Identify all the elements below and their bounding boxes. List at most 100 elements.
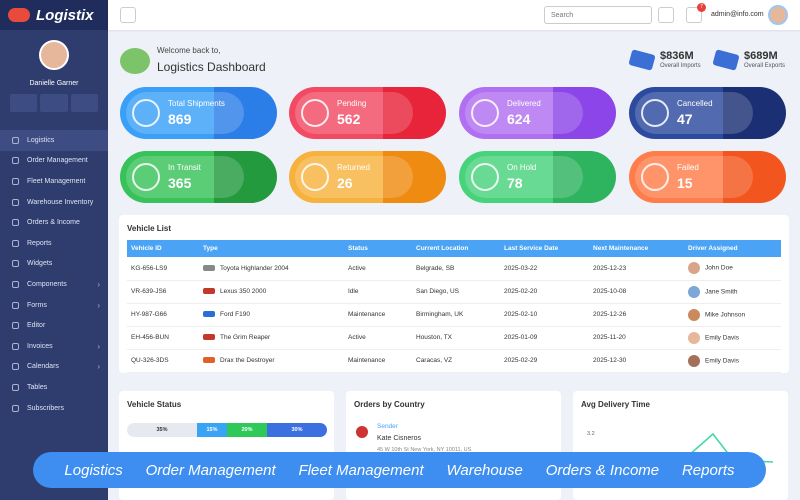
nav-item[interactable]: Components › (0, 274, 108, 295)
table-cell: Ford F190 (199, 303, 344, 327)
nav-item[interactable]: Subscribers (0, 398, 108, 419)
nav-item[interactable]: Order Management (0, 151, 108, 172)
chevron: › (97, 279, 100, 289)
table-cell: HY-987-G66 (127, 303, 199, 327)
status-segment: 15% (197, 423, 227, 437)
nav-item[interactable]: Calendars › (0, 357, 108, 378)
collapse-button[interactable] (120, 7, 136, 23)
vehicle-table: Vehicle ID Type Status Current Location Last… (127, 240, 781, 373)
table-cell: Lexus 350 2000 (199, 280, 344, 304)
nav-item[interactable]: Forms › (0, 295, 108, 316)
apps-button[interactable] (658, 7, 674, 23)
table-cell: Belgrade, SB (412, 257, 500, 281)
nav-list: Logistics Order Management Fleet Managemen… (0, 130, 108, 418)
card-label: Failed (677, 163, 699, 172)
github-button[interactable] (40, 94, 68, 112)
table-cell: 2025-12-23 (589, 257, 684, 281)
vehicle-icon (203, 311, 215, 318)
banner-item[interactable]: Fleet Management (298, 461, 424, 479)
banner-item[interactable]: Reports (681, 461, 735, 479)
nav-item[interactable]: Logistics (0, 130, 108, 151)
stat-card[interactable]: Delivered 624 (459, 87, 616, 139)
table-header: Vehicle ID Type Status Current Location Last… (127, 240, 781, 257)
page-title: Logistics Dashboard (157, 60, 266, 74)
cell-text: VR-639-JS6 (131, 288, 167, 295)
table-cell: John Doe (684, 257, 781, 281)
vehicle-list-panel: Vehicle List Vehicle ID Type Status Current… (119, 215, 789, 373)
cell-text: 2025-12-26 (593, 311, 627, 318)
stat-card[interactable]: Cancelled 47 (629, 87, 786, 139)
table-cell: 2025-11-20 (589, 326, 684, 350)
column-header: Status (344, 240, 412, 257)
nav-label: Warehouse Inventory (27, 198, 94, 206)
nav-icon (12, 177, 19, 185)
cell-text: Maintenance (348, 311, 386, 318)
column-header: Driver Assigned (684, 240, 781, 257)
nav-label: Components (27, 280, 67, 288)
search-box[interactable]: Search (544, 6, 652, 24)
banner-item[interactable]: Logistics (64, 461, 123, 479)
table-body: KG-656-LS9 Toyota Highlander 2004 Active Be… (127, 257, 781, 373)
google-button[interactable] (70, 94, 98, 112)
card-value: 26 (337, 175, 353, 191)
cell-text: 2025-11-20 (593, 334, 626, 341)
nav-icon (12, 136, 19, 144)
stat-card[interactable]: In Transit 365 (120, 151, 277, 203)
nav-item[interactable]: Editor (0, 315, 108, 336)
stat-card[interactable]: Total Shipments 869 (120, 87, 277, 139)
card-label: Pending (337, 99, 367, 108)
cell-text: Caracas, VZ (416, 357, 453, 364)
table-cell: Maintenance (344, 349, 412, 373)
status-bar: 35% 15% 20% 30% (127, 423, 327, 437)
nav-item[interactable]: Fleet Management (0, 171, 108, 192)
nav-item[interactable]: Widgets (0, 254, 108, 275)
cell-text: HY-987-G66 (131, 311, 167, 318)
globe-icon (120, 48, 150, 74)
column-header: Vehicle ID (127, 240, 199, 257)
nav-icon (12, 383, 19, 391)
table-cell: QU-326-3DS (127, 349, 199, 373)
nav-item[interactable]: Warehouse Inventory (0, 192, 108, 213)
notification-button[interactable] (686, 7, 702, 23)
table-row: KG-656-LS9 Toyota Highlander 2004 Active Be… (127, 257, 781, 281)
driver-avatar (688, 354, 700, 367)
segment-label: 30% (291, 427, 303, 433)
user-email: admin@info.com (711, 11, 764, 18)
banner-item[interactable]: Order Management (145, 461, 276, 479)
nav-item[interactable]: Reports (0, 233, 108, 254)
table-cell: Toyota Highlander 2004 (199, 257, 344, 281)
topbar: Search 7 admin@info.com (108, 0, 800, 30)
cell-text: Emily Davis (705, 357, 739, 365)
brand[interactable]: Logistix (0, 0, 108, 30)
card-value: 624 (507, 111, 531, 127)
table-cell: Mike Johnson (684, 303, 781, 327)
status-segment: 30% (267, 423, 327, 437)
nav-icon (12, 260, 19, 268)
nav-item[interactable]: Tables (0, 377, 108, 398)
panel-title: Avg Delivery Time (581, 400, 650, 409)
card-icon (471, 163, 499, 191)
card-icon (301, 163, 329, 191)
status-segment: 20% (227, 423, 267, 437)
nav-icon (12, 219, 19, 227)
cell-text: Houston, TX (416, 334, 453, 341)
stat-card[interactable]: Failed 15 (629, 151, 786, 203)
nav-item[interactable]: Invoices › (0, 336, 108, 357)
stat-card[interactable]: Returned 26 (289, 151, 446, 203)
vehicle-icon (203, 334, 215, 341)
banner-item[interactable]: Orders & Income (545, 461, 660, 479)
status-segment: 35% (127, 423, 197, 437)
card-label: Cancelled (677, 99, 713, 108)
segment-label: 15% (206, 427, 218, 433)
facebook-button[interactable] (10, 94, 38, 112)
table-row: QU-326-3DS Drax the Destroyer Maintenance C… (127, 349, 781, 373)
user-avatar[interactable] (768, 5, 788, 25)
nav-icon (12, 198, 19, 206)
stat-card[interactable]: Pending 562 (289, 87, 446, 139)
flag (356, 426, 368, 438)
stat-card[interactable]: On Hold 78 (459, 151, 616, 203)
nav-item[interactable]: Orders & Income (0, 212, 108, 233)
feature-banner: Logistics Order Management Fleet Managemen… (33, 452, 766, 488)
banner-item[interactable]: Warehouse (446, 461, 523, 479)
table-cell: VR-639-JS6 (127, 280, 199, 304)
